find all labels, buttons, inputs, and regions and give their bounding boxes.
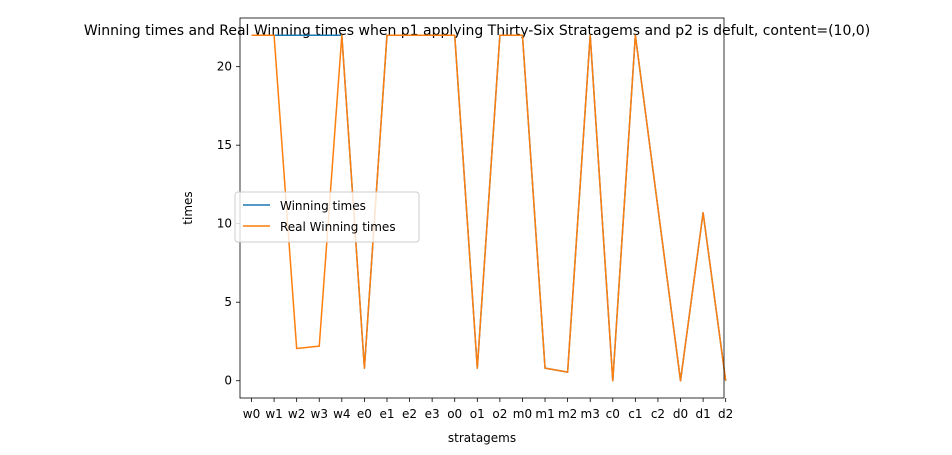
y-tick-label: 10	[217, 217, 232, 231]
series-layer	[251, 34, 727, 382]
x-tick-label: e0	[357, 407, 372, 421]
x-tick-label: e1	[379, 407, 394, 421]
legend-box	[234, 191, 420, 243]
y-tick-label: 5	[224, 295, 232, 309]
legend-label-winning-times: Winning times	[280, 199, 366, 213]
x-tick-label: c0	[606, 407, 620, 421]
x-tick-label: d0	[673, 407, 688, 421]
x-axis-label: stratagems	[448, 431, 516, 445]
x-tick-label: o2	[492, 407, 507, 421]
x-tick-label: d2	[718, 407, 733, 421]
x-tick-label: c1	[628, 407, 642, 421]
x-tick-label: m3	[581, 407, 600, 421]
x-tick-label: o1	[470, 407, 485, 421]
x-tick-label: w3	[311, 407, 328, 421]
series-line-real-winning-times	[251, 34, 727, 382]
y-tick-label: 15	[217, 138, 232, 152]
chart-title: Winning times and Real Winning times whe…	[84, 23, 870, 39]
x-tick-label: w1	[265, 407, 282, 421]
x-tick-label: d1	[695, 407, 710, 421]
y-tick-label: 20	[217, 60, 232, 74]
x-tick-label: m0	[513, 407, 532, 421]
x-tick-label: e2	[402, 407, 417, 421]
x-tick-label: w2	[288, 407, 305, 421]
x-tick-label: o0	[447, 407, 462, 421]
y-axis-label: times	[181, 191, 195, 224]
x-tick-label: m1	[535, 407, 554, 421]
x-axis-ticks: w0 w1 w2 w3 w4 e0 e1 e2 e3 o0 o1 o2 m0 m1 m2 m3 c0 c1 c2 d0…	[243, 398, 733, 421]
y-axis-ticks: 0 5 10 15 20	[217, 60, 240, 388]
x-tick-label: m2	[558, 407, 577, 421]
y-tick-label: 0	[224, 374, 232, 388]
x-tick-label: c2	[651, 407, 665, 421]
x-tick-label: w4	[333, 407, 350, 421]
legend: Winning times Real Winning times	[234, 191, 420, 243]
legend-label-real-winning-times: Real Winning times	[280, 220, 396, 234]
x-tick-label: e3	[425, 407, 440, 421]
x-tick-label: w0	[243, 407, 260, 421]
